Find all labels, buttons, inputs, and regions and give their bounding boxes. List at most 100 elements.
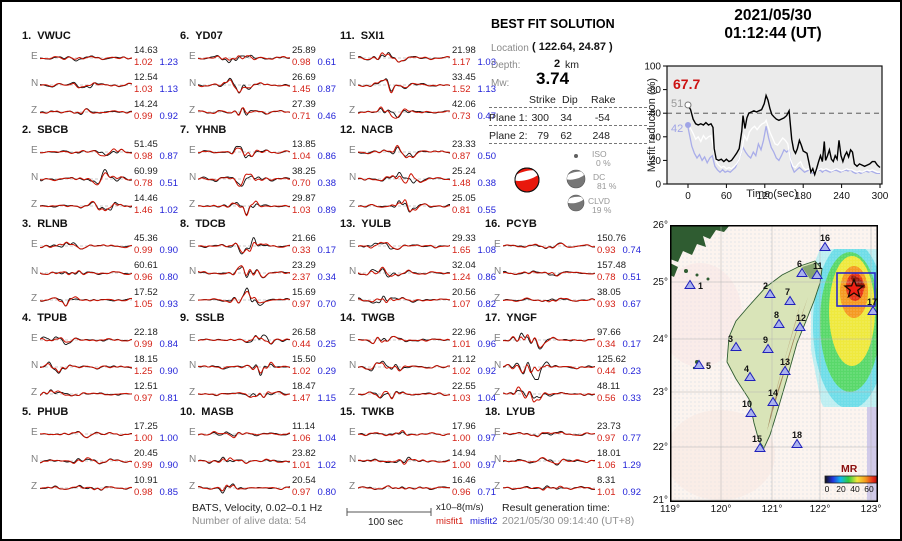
component-label: Z bbox=[189, 199, 196, 210]
trace-values: 18.01 1.06 1.29 bbox=[597, 448, 641, 471]
station-name: TPUB bbox=[37, 312, 68, 324]
misfit-annotation-67: 67.7 bbox=[673, 76, 701, 92]
trace-misfits: 0.98 0.87 bbox=[134, 151, 178, 163]
misfit2-value: 0.46 bbox=[317, 110, 337, 122]
trace-misfits: 1.65 1.08 bbox=[452, 245, 496, 257]
station-block-SXI1: 11. SXI1 E 21.98 1.17 1.03 N 33.45 1.52 1.13 Z 42.0… bbox=[340, 30, 500, 126]
svg-text:0: 0 bbox=[655, 180, 661, 191]
station-block-TDCB: 8. TDCB E 21.66 0.33 0.17 N 23.29 2.37 0.34 Z 15.69… bbox=[180, 218, 340, 314]
misfit1-value: 1.25 bbox=[134, 365, 153, 377]
component-label: N bbox=[349, 454, 357, 465]
trace-values: 60.61 0.96 0.80 bbox=[134, 260, 178, 283]
map-station-label-14: 14 bbox=[768, 388, 778, 398]
station-name: TWKB bbox=[361, 406, 395, 418]
misfit1-value: 0.97 bbox=[292, 298, 311, 310]
map-station-marker-9 bbox=[762, 343, 774, 353]
component-label: E bbox=[31, 427, 38, 438]
misfit2-value: 0.50 bbox=[477, 150, 497, 162]
misfit1-value: 0.73 bbox=[452, 110, 471, 122]
trace-misfits: 1.25 0.90 bbox=[134, 366, 178, 378]
trace-row-NACB-N: N 25.24 1.48 0.38 bbox=[340, 165, 500, 192]
misfit1-value: 2.37 bbox=[292, 271, 311, 283]
misfit1-value: 0.93 bbox=[597, 298, 616, 310]
trace-values: 150.76 0.93 0.74 bbox=[597, 233, 641, 256]
col-header-dip: Dip bbox=[562, 94, 578, 106]
trace-row-SSLB-N: N 15.50 1.02 0.29 bbox=[180, 353, 340, 380]
misfit1-value: 1.05 bbox=[134, 298, 153, 310]
trace-values: 23.29 2.37 0.34 bbox=[292, 260, 336, 283]
map-station-label-13: 13 bbox=[780, 357, 790, 367]
component-label: E bbox=[189, 239, 196, 250]
waveform-TPUB-Z bbox=[40, 389, 132, 397]
trace-row-SBCB-Z: Z 14.46 1.46 1.02 bbox=[22, 192, 182, 219]
waveform-VWUC-E bbox=[40, 55, 132, 62]
time-scale-bar bbox=[346, 508, 432, 516]
station-header: 18. LYUB bbox=[485, 406, 645, 418]
trace-row-MASB-N: N 23.82 1.01 1.02 bbox=[180, 447, 340, 474]
trace-row-TPUB-N: N 18.15 1.25 0.90 bbox=[22, 353, 182, 380]
misfit2-value: 1.13 bbox=[477, 83, 497, 95]
trace-amplitude: 14.94 bbox=[452, 448, 476, 459]
trace-row-TWGB-Z: Z 22.55 1.03 1.04 bbox=[340, 380, 500, 407]
misfit1-legend: misfit1 bbox=[436, 516, 464, 527]
misfit1-value: 1.02 bbox=[134, 56, 153, 68]
station-name: YHNB bbox=[195, 124, 227, 136]
misfit2-value: 0.96 bbox=[477, 338, 497, 350]
component-label: E bbox=[189, 333, 196, 344]
trace-misfits: 0.97 0.81 bbox=[134, 393, 178, 405]
station-number: 10. bbox=[180, 406, 196, 418]
table-divider bbox=[489, 125, 647, 126]
trace-misfits: 0.87 0.50 bbox=[452, 151, 496, 163]
trace-amplitude: 97.66 bbox=[597, 327, 621, 338]
misfit-annotation-51: 51 bbox=[671, 98, 684, 110]
station-header: 9. SSLB bbox=[180, 312, 340, 324]
component-label: E bbox=[349, 333, 356, 344]
mw-value: 3.74 bbox=[536, 69, 570, 88]
trace-misfits: 1.03 1.13 bbox=[134, 84, 178, 96]
trace-misfits: 1.01 0.96 bbox=[452, 339, 496, 351]
component-label: Z bbox=[349, 387, 356, 398]
trace-amplitude: 10.91 bbox=[134, 475, 158, 486]
svg-text:100: 100 bbox=[644, 62, 661, 73]
component-label: Z bbox=[494, 387, 501, 398]
trace-row-LYUB-Z: Z 8.31 1.01 0.92 bbox=[485, 474, 645, 501]
station-block-PHUB: 5. PHUB E 17.25 1.00 1.00 N 20.45 0.99 0.90 Z 10.91… bbox=[22, 406, 182, 502]
iso-label: ISO 0 % bbox=[592, 149, 611, 168]
waveform-PCYB-E bbox=[503, 242, 595, 250]
misfit2-value: 0.82 bbox=[477, 298, 497, 310]
trace-row-YHNB-Z: Z 29.87 1.03 0.89 bbox=[180, 192, 340, 219]
waveform-SSLB-Z bbox=[198, 391, 290, 398]
misfit2-value: 0.84 bbox=[159, 338, 179, 350]
col-header-rake: Rake bbox=[591, 94, 616, 106]
svg-text:60: 60 bbox=[650, 109, 662, 120]
misfit2-value: 1.13 bbox=[159, 83, 179, 95]
trace-amplitude: 23.33 bbox=[452, 139, 476, 150]
misfit1-value: 1.45 bbox=[292, 83, 311, 95]
component-label: N bbox=[189, 454, 197, 465]
trace-misfits: 1.45 0.87 bbox=[292, 84, 336, 96]
trace-row-VWUC-E: E 14.63 1.02 1.23 bbox=[22, 44, 182, 71]
trace-misfits: 0.44 0.23 bbox=[597, 366, 641, 378]
trace-amplitude: 17.25 bbox=[134, 421, 158, 432]
component-label: E bbox=[349, 51, 356, 62]
misfit1-value: 1.47 bbox=[292, 392, 311, 404]
station-name: NACB bbox=[361, 124, 394, 136]
component-label: E bbox=[494, 427, 501, 438]
misfit2-value: 1.02 bbox=[159, 204, 179, 216]
misfit1-value: 0.96 bbox=[134, 271, 153, 283]
misfit2-value: 1.00 bbox=[159, 432, 179, 444]
misfit-annotation-42: 42 bbox=[671, 123, 684, 135]
misfit1-value: 0.97 bbox=[292, 486, 311, 498]
trace-amplitude: 21.66 bbox=[292, 233, 316, 244]
focal-mechanism-beachball bbox=[514, 167, 540, 193]
map-station-label-18: 18 bbox=[792, 430, 802, 440]
waveform-TDCB-E bbox=[198, 237, 290, 255]
misfit2-value: 0.90 bbox=[159, 459, 179, 471]
waveform-SSLB-E bbox=[198, 334, 290, 345]
station-header: 1. VWUC bbox=[22, 30, 182, 42]
trace-values: 12.51 0.97 0.81 bbox=[134, 381, 178, 404]
station-number: 18. bbox=[485, 406, 501, 418]
depth-label: Depth: bbox=[491, 60, 521, 71]
trace-misfits: 0.96 0.80 bbox=[134, 272, 178, 284]
